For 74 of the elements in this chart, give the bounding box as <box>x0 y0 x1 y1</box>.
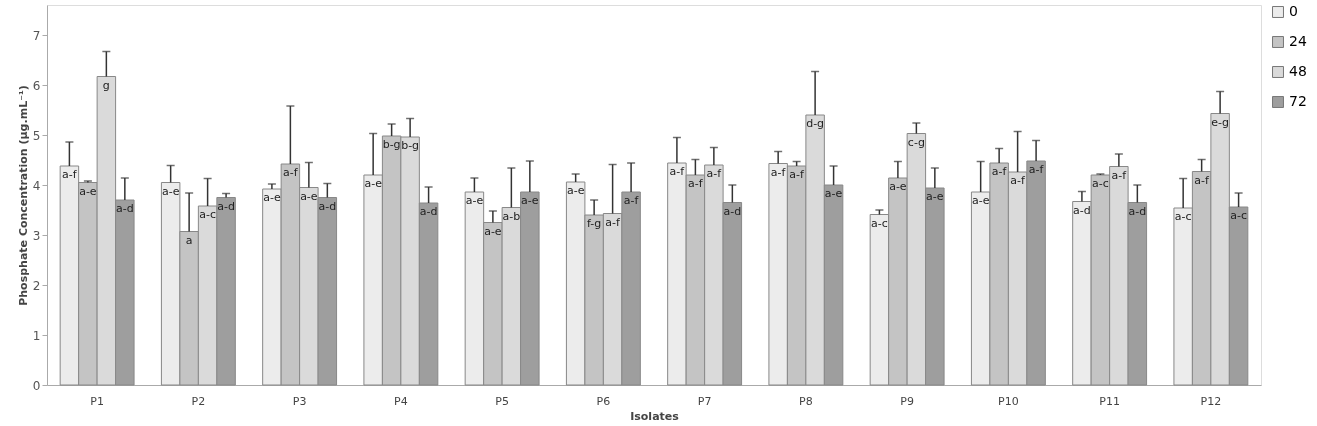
x-axis-title: Isolates <box>630 409 680 423</box>
data-label: a-f <box>605 215 622 229</box>
x-tick-label: P9 <box>900 394 914 408</box>
legend-label: 72 <box>1289 93 1307 109</box>
x-tick-label: P8 <box>799 394 813 408</box>
data-label: a-e <box>484 224 502 238</box>
data-label: a-f <box>623 194 640 207</box>
data-label: a-e <box>364 177 383 190</box>
data-label: a <box>185 233 193 247</box>
data-label: a-d <box>1128 204 1147 218</box>
data-label: a-f <box>706 167 723 180</box>
data-label: a-e <box>300 189 318 203</box>
data-label: a-e <box>566 184 585 197</box>
data-label: a-e <box>824 187 843 200</box>
y-tick-label: 3 <box>32 228 41 243</box>
data-label: a-f <box>991 165 1008 178</box>
data-label: a-f <box>789 168 806 181</box>
data-label: a-d <box>419 205 438 218</box>
x-tick-label: P10 <box>998 394 1019 408</box>
data-label: a-d <box>217 199 235 213</box>
x-tick-label: P3 <box>292 394 307 408</box>
data-label: d-g <box>806 117 825 130</box>
data-label: a-e <box>263 191 281 204</box>
data-label: a-e <box>521 194 539 207</box>
x-tick-label: P4 <box>394 394 408 408</box>
data-label: a-f <box>669 165 686 178</box>
y-tick-label: 2 <box>32 278 41 293</box>
data-label: a-e <box>161 184 180 198</box>
y-tick-label: 4 <box>32 178 41 193</box>
data-label: b-g <box>382 138 401 151</box>
data-label: f-g <box>587 217 602 230</box>
x-tick-label: P5 <box>495 394 509 408</box>
data-label: a-c <box>1174 210 1192 223</box>
data-label: c-g <box>907 135 925 149</box>
data-label: a-d <box>115 202 134 215</box>
legend-label: 48 <box>1289 63 1307 79</box>
x-tick-label: P1 <box>90 394 104 408</box>
data-label: a-f <box>283 166 299 179</box>
data-label: a-f <box>1111 168 1128 182</box>
x-tick-label: P12 <box>1200 394 1222 408</box>
data-label: a-f <box>1194 173 1211 187</box>
data-label: a-d <box>318 199 337 213</box>
y-tick-label: 0 <box>32 378 41 393</box>
data-label: e-g <box>1211 115 1229 129</box>
data-label: a-e <box>889 180 907 193</box>
data-label: a-e <box>926 190 944 203</box>
y-tick-label: 6 <box>32 78 41 93</box>
x-tick-label: P6 <box>596 394 611 408</box>
y-tick-label: 7 <box>32 28 41 43</box>
data-label: g <box>102 78 110 92</box>
x-tick-label: P2 <box>191 394 206 408</box>
data-label: a-f <box>770 165 787 179</box>
data-label: a-c <box>871 216 888 230</box>
data-label: a-f <box>688 177 704 190</box>
legend-label: 24 <box>1289 33 1307 49</box>
data-label: a-e <box>465 194 484 207</box>
data-label: a-f <box>1010 174 1027 187</box>
data-label: a-c <box>1092 177 1109 190</box>
x-tick-label: P11 <box>1099 394 1120 408</box>
data-label: a-b <box>502 209 521 223</box>
y-axis-title: Phosphate Concentration (µg.mL⁻¹) <box>16 85 30 306</box>
data-label: a-d <box>723 204 742 218</box>
legend-label: 0 <box>1289 3 1298 19</box>
y-tick-label: 5 <box>32 128 41 143</box>
data-label: a-e <box>971 194 990 207</box>
x-tick-label: P7 <box>697 394 712 408</box>
data-label: a-c <box>199 208 216 221</box>
y-tick-label: 1 <box>32 328 41 343</box>
data-label: a-c <box>1230 209 1247 222</box>
data-label: a-e <box>79 184 97 198</box>
data-label: a-d <box>1073 203 1091 217</box>
data-label: a-f <box>62 168 78 181</box>
data-label: b-g <box>401 139 420 152</box>
data-label: a-f <box>1028 163 1045 176</box>
